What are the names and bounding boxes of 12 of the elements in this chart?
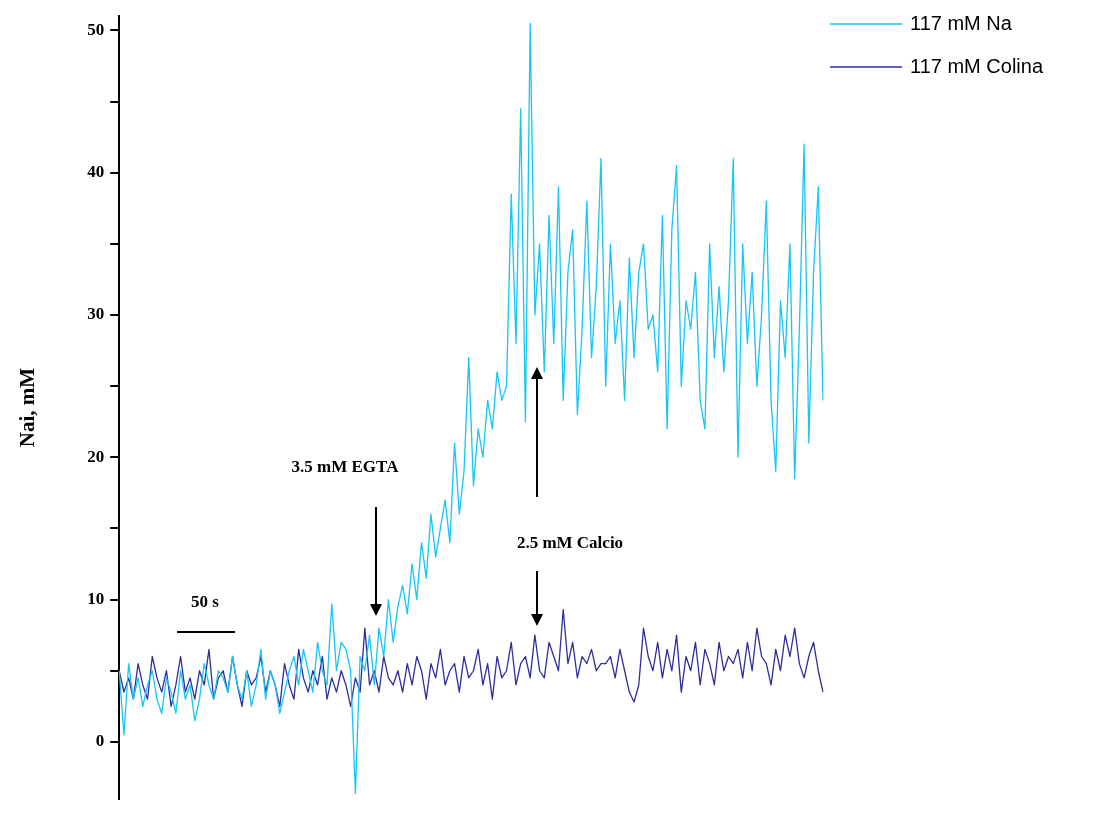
legend-label: 117 mM Colina xyxy=(910,54,1044,77)
y-tick-label: 50 xyxy=(87,19,105,39)
y-axis-title: Nai, mM xyxy=(15,367,40,448)
annotation: 3.5 mM EGTA xyxy=(291,457,399,477)
annotation: 2.5 mM Calcio xyxy=(516,533,624,553)
y-tick-label: 40 xyxy=(87,162,105,182)
y-tick-label: 0 xyxy=(95,731,105,751)
annotation: 50 s xyxy=(191,592,219,612)
legend-label: 117 mM Na xyxy=(910,11,1013,34)
y-tick-label: 10 xyxy=(87,588,105,608)
y-tick-label: 30 xyxy=(87,304,105,324)
y-tick-label: 20 xyxy=(87,446,105,466)
